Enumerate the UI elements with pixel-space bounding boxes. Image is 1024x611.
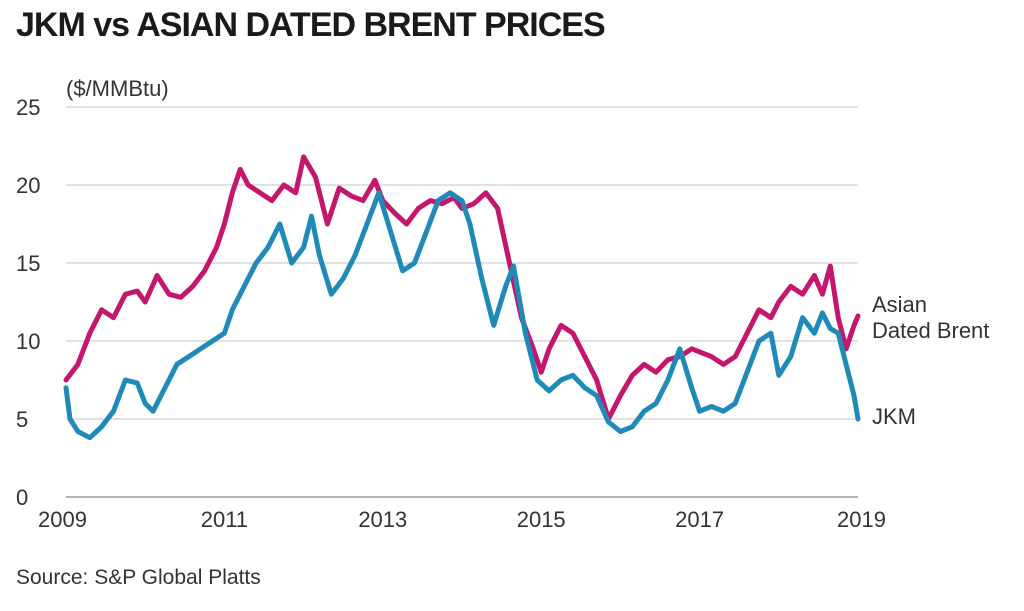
jkm-series-line [63, 190, 861, 441]
y-axis-unit-label: ($/MMBtu) [66, 76, 169, 101]
y-tick-label: 10 [16, 329, 40, 354]
gridlines [66, 106, 858, 498]
brent-series-label: Asian [872, 292, 927, 317]
brent-series-label: Dated Brent [872, 318, 989, 343]
chart-title: JKM vs ASIAN DATED BRENT PRICES [16, 6, 606, 44]
x-tick-label: 2015 [517, 507, 566, 532]
jkm-series-label: JKM [872, 404, 916, 429]
y-tick-label: 0 [16, 485, 28, 510]
series-lines [63, 154, 861, 441]
brent-series-line [63, 154, 861, 422]
y-tick-label: 5 [16, 407, 28, 432]
tick-labels: 0 5 10 15 20 25 2009 2011 2013 2015 2017 2019 [16, 95, 886, 532]
y-tick-label: 15 [16, 251, 40, 276]
x-tick-label: 2009 [38, 507, 87, 532]
y-tick-label: 20 [16, 173, 40, 198]
x-tick-label: 2011 [201, 507, 248, 532]
y-tick-label: 25 [16, 95, 40, 120]
source-note: Source: S&P Global Platts [16, 566, 261, 589]
x-tick-label: 2013 [358, 507, 407, 532]
x-tick-label: 2019 [837, 507, 886, 532]
x-tick-label: 2017 [675, 507, 724, 532]
